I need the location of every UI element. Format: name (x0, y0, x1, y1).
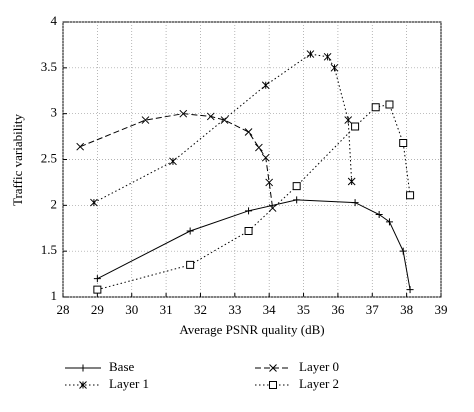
y-tick-label: 1 (51, 288, 58, 303)
y-tick-label: 2 (51, 196, 58, 211)
marker (351, 199, 359, 207)
y-axis-label: Traffic variability (10, 113, 25, 206)
marker (244, 227, 253, 235)
marker (261, 153, 270, 162)
x-tick-label: 28 (57, 302, 70, 317)
marker (351, 122, 360, 131)
x-tick-label: 33 (228, 302, 241, 317)
marker (399, 247, 407, 255)
marker (261, 81, 270, 90)
y-tick-label: 3 (51, 105, 58, 120)
legend-label: Layer 1 (109, 376, 149, 391)
x-tick-label: 37 (366, 302, 380, 317)
marker (76, 142, 85, 151)
marker (399, 139, 408, 147)
legend-marker (79, 364, 87, 372)
x-tick-label: 29 (91, 302, 104, 317)
marker (306, 50, 315, 58)
marker (293, 196, 301, 204)
marker (255, 143, 263, 152)
marker (141, 116, 150, 124)
x-tick-label: 38 (400, 302, 413, 317)
marker (244, 128, 253, 136)
series-line (79, 113, 274, 209)
x-tick-label: 31 (160, 302, 173, 317)
x-tick-label: 39 (435, 302, 448, 317)
x-tick-label: 36 (331, 302, 345, 317)
series-line (97, 103, 411, 291)
legend-marker (79, 381, 87, 389)
legend-marker (269, 364, 277, 372)
marker (186, 227, 194, 235)
marker (406, 286, 414, 294)
marker (347, 177, 356, 186)
marker (344, 116, 353, 124)
series-line (93, 53, 353, 204)
series-line (97, 199, 411, 290)
legend-label: Base (109, 359, 135, 374)
marker (169, 157, 177, 166)
x-axis-label: Average PSNR quality (dB) (179, 322, 324, 337)
marker (220, 116, 229, 124)
marker (292, 182, 301, 191)
marker (93, 285, 102, 294)
x-tick-label: 32 (194, 302, 207, 317)
marker (371, 103, 380, 112)
marker (406, 191, 415, 200)
legend-label: Layer 0 (299, 359, 339, 374)
x-tick-label: 34 (263, 302, 277, 317)
y-tick-label: 3.5 (41, 59, 57, 74)
legend-label: Layer 2 (299, 376, 339, 391)
marker (330, 63, 339, 72)
marker (375, 211, 383, 218)
marker (186, 260, 195, 269)
marker (385, 100, 394, 109)
x-tick-label: 30 (125, 302, 138, 317)
marker (93, 275, 101, 283)
x-tick-label: 35 (297, 302, 310, 317)
marker (265, 178, 274, 187)
marker (179, 109, 188, 118)
marker (206, 112, 215, 121)
y-tick-label: 1.5 (41, 242, 57, 257)
legend-marker (269, 381, 277, 389)
y-tick-label: 4 (51, 13, 58, 28)
marker (323, 52, 332, 61)
marker (90, 198, 98, 207)
marker (385, 218, 393, 226)
y-tick-label: 2.5 (41, 150, 57, 165)
marker (245, 207, 253, 215)
